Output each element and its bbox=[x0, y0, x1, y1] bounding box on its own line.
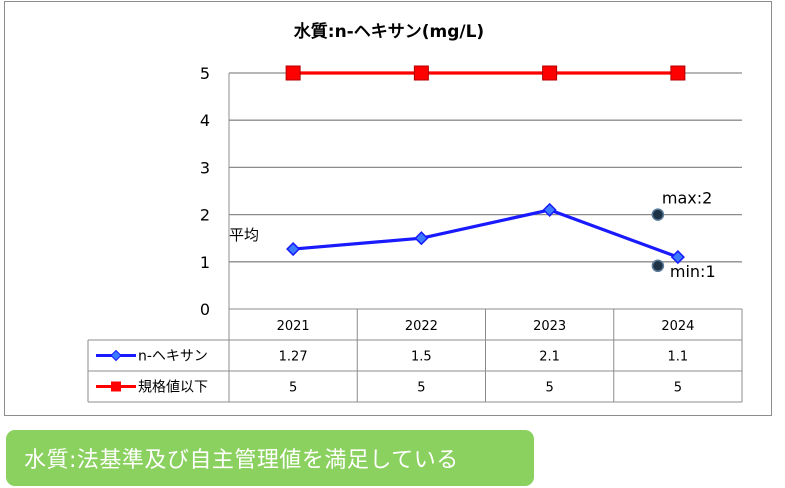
series-marker-1 bbox=[413, 65, 429, 81]
y-tick-label: 1 bbox=[200, 253, 210, 272]
data-table-value: 1.27 bbox=[279, 350, 308, 365]
min-marker bbox=[651, 259, 665, 273]
series-marker-0 bbox=[414, 231, 429, 246]
series-line-0 bbox=[292, 208, 679, 259]
data-table-value: 2.1 bbox=[539, 350, 560, 365]
y-tick-label: 0 bbox=[200, 300, 210, 319]
summary-banner: 水質:法基準及び自主管理値を満足している bbox=[6, 430, 534, 486]
data-table-value: 1.5 bbox=[411, 350, 432, 365]
series-marker-1 bbox=[670, 65, 686, 81]
y-tick-label: 3 bbox=[200, 158, 210, 177]
legend-series-name: 規格値以下 bbox=[138, 380, 208, 396]
chart-title: 水質:n-ヘキサン(mg/L) bbox=[294, 21, 484, 42]
max-label: max:2 bbox=[662, 189, 712, 208]
data-table-value: 5 bbox=[545, 381, 553, 396]
y-tick-label: 2 bbox=[200, 206, 210, 225]
data-table-value: 1.1 bbox=[668, 350, 689, 365]
series-marker-0 bbox=[542, 202, 557, 217]
max-marker bbox=[651, 208, 665, 221]
legend-key-marker-1 bbox=[111, 381, 121, 392]
series-marker-0 bbox=[670, 250, 685, 265]
x-category-label: 2021 bbox=[277, 319, 310, 334]
series-marker-0 bbox=[286, 241, 301, 257]
y-tick-label: 5 bbox=[200, 64, 210, 83]
data-table-value: 5 bbox=[289, 381, 297, 396]
series-marker-1 bbox=[285, 65, 301, 81]
data-table-value: 5 bbox=[674, 381, 682, 396]
summary-banner-text: 水質:法基準及び自主管理値を満足している bbox=[24, 448, 459, 473]
x-category-label: 2022 bbox=[405, 319, 438, 334]
legend-key-marker-0 bbox=[110, 349, 122, 362]
chart-frame: 水質:n-ヘキサン(mg/L) 0 1 2 3 4 5 2021 2022 2023 2024 n-ヘ… bbox=[4, 1, 772, 416]
series-marker-1 bbox=[542, 65, 558, 81]
x-category-label: 2024 bbox=[661, 319, 694, 334]
average-label: 平均 bbox=[229, 226, 259, 244]
y-tick-label: 4 bbox=[200, 111, 210, 130]
chart-svg: 水質:n-ヘキサン(mg/L) 0 1 2 3 4 5 2021 2022 2023 2024 n-ヘ… bbox=[87, 21, 743, 403]
x-category-label: 2023 bbox=[533, 319, 566, 334]
data-table-value: 5 bbox=[417, 381, 425, 396]
min-label: min:1 bbox=[670, 262, 716, 281]
legend-series-name: n-ヘキサン bbox=[138, 349, 208, 365]
